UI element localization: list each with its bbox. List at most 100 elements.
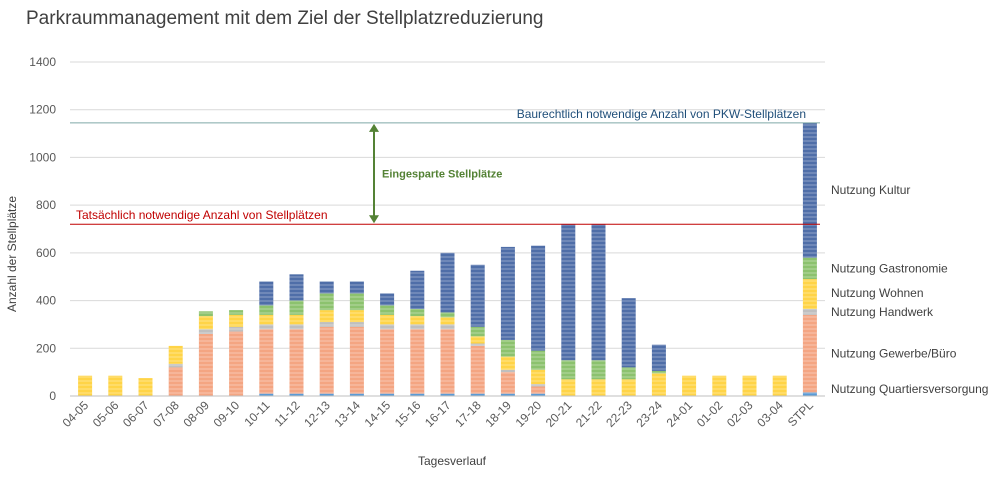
- bar-segment-texture: [591, 360, 606, 380]
- bar-segment-texture: [440, 252, 455, 313]
- bar-segment-texture: [198, 333, 213, 396]
- bar-segment-texture: [651, 344, 666, 371]
- bar-segment-texture: [531, 384, 546, 387]
- x-tick-label: 01-02: [694, 398, 726, 430]
- bar-segment-texture: [651, 373, 666, 396]
- bar-segment-texture: [802, 392, 817, 396]
- bar-segment-texture: [319, 293, 334, 311]
- legend-label: Nutzung Gewerbe/Büro: [831, 347, 957, 361]
- bar-segment-texture: [229, 331, 244, 396]
- bar-segment-texture: [531, 369, 546, 385]
- y-tick-label: 1000: [29, 150, 56, 164]
- bar-segment-texture: [591, 379, 606, 396]
- bar-segment-texture: [772, 375, 787, 396]
- tatsaechlich-label: Tatsächlich notwendige Anzahl von Stellp…: [76, 208, 328, 222]
- x-tick-label: 22-23: [603, 398, 635, 430]
- y-tick-label: 0: [49, 389, 56, 403]
- x-tick-label: 23-24: [633, 398, 665, 430]
- x-tick-label: 20-21: [543, 398, 575, 430]
- bar-segment-texture: [78, 375, 93, 396]
- x-tick-label: 24-01: [664, 398, 696, 430]
- bar-segment-texture: [500, 393, 515, 396]
- x-tick-label: 05-06: [90, 398, 122, 430]
- annotations: Baurechtlich notwendige Anzahl von PKW-S…: [70, 107, 820, 225]
- bar-segment-texture: [380, 324, 395, 330]
- bar-segment-texture: [229, 310, 244, 315]
- bar-segment-texture: [259, 281, 274, 306]
- bar-segment-texture: [289, 300, 304, 315]
- bar-segment-texture: [802, 308, 817, 315]
- x-tick-label: 15-16: [392, 398, 424, 430]
- x-tick-label: 17-18: [452, 398, 484, 430]
- bar-segment-texture: [531, 245, 546, 351]
- arrow-head-down: [369, 215, 379, 224]
- bar-segment-texture: [531, 393, 546, 396]
- x-tick-label: 21-22: [573, 398, 605, 430]
- legend-label: Nutzung Quartiersversorgung: [831, 382, 988, 396]
- bar-segment-texture: [259, 393, 274, 396]
- x-tick-label: STPL: [785, 398, 816, 429]
- bar-segment-texture: [380, 293, 395, 306]
- arrow-head-up: [369, 123, 379, 132]
- x-tick-label: 18-19: [482, 398, 514, 430]
- bar-segment-texture: [470, 336, 485, 344]
- bar-segment-texture: [500, 356, 515, 370]
- bar-segment-texture: [500, 372, 515, 394]
- bar-segment-texture: [712, 375, 727, 396]
- y-tick-label: 1400: [29, 55, 56, 69]
- bar-segment-texture: [198, 316, 213, 330]
- chart-title: Parkraummanagement mit dem Ziel der Stel…: [26, 8, 544, 29]
- bar-segment-texture: [440, 312, 455, 318]
- bar-segment-texture: [440, 329, 455, 394]
- x-tick-label: 16-17: [422, 398, 454, 430]
- bar-segment-texture: [259, 324, 274, 330]
- bar-segment-texture: [470, 343, 485, 346]
- bar-segment-texture: [380, 329, 395, 394]
- bar-segment-texture: [470, 326, 485, 337]
- bar-segment-texture: [410, 329, 425, 394]
- bar-segment-texture: [349, 322, 364, 327]
- bar-segment-texture: [500, 339, 515, 357]
- bar-segment-texture: [380, 314, 395, 325]
- bar-segment-texture: [561, 360, 576, 380]
- bar-segment-texture: [229, 314, 244, 327]
- eingespart-label: Eingesparte Stellplätze: [382, 169, 502, 181]
- bar-segment-texture: [802, 314, 817, 393]
- bar-segment-texture: [380, 393, 395, 396]
- bar-segment-texture: [349, 281, 364, 294]
- bar-segment-texture: [229, 326, 244, 332]
- legend-label: Nutzung Kultur: [831, 183, 910, 197]
- legend-label: Nutzung Gastronomie: [831, 261, 948, 275]
- bar-segment-texture: [440, 393, 455, 396]
- bar-segment-texture: [802, 279, 817, 309]
- bar-segment-texture: [349, 326, 364, 394]
- bar-segment-texture: [531, 350, 546, 370]
- bar-segment-texture: [410, 270, 425, 309]
- y-axis-ticks: 0 200 400 600 800 1000 1200 1400: [29, 55, 56, 403]
- baurechtlich-label: Baurechtlich notwendige Anzahl von PKW-S…: [517, 107, 806, 121]
- bar-segment-texture: [289, 393, 304, 396]
- y-tick-label: 400: [36, 294, 56, 308]
- bar-segment-texture: [500, 369, 515, 373]
- bar-segment-texture: [349, 293, 364, 311]
- bar-segment-texture: [591, 224, 606, 361]
- bar-segment-texture: [470, 345, 485, 394]
- x-tick-label: 10-11: [241, 398, 272, 429]
- y-tick-label: 200: [36, 341, 56, 355]
- bar-segment-texture: [380, 305, 395, 315]
- bar-segment-texture: [531, 386, 546, 394]
- bar-segment-texture: [410, 324, 425, 330]
- bar-segment-texture: [289, 329, 304, 394]
- bar-segment-texture: [349, 393, 364, 396]
- bar-segment-texture: [470, 393, 485, 396]
- x-tick-label: 11-12: [272, 398, 303, 429]
- bar-segment-texture: [621, 379, 636, 396]
- bar-segment-texture: [742, 375, 757, 396]
- x-tick-label: 14-15: [362, 398, 394, 430]
- bar-segment-texture: [319, 322, 334, 327]
- x-tick-label: 13-14: [331, 398, 363, 430]
- y-tick-label: 600: [36, 246, 56, 260]
- bar-segment-texture: [319, 281, 334, 294]
